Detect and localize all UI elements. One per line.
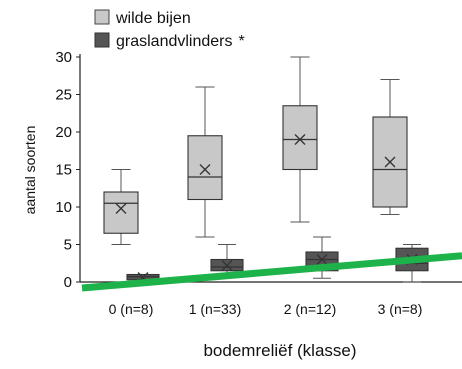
y-tick-label: 5 (64, 237, 72, 254)
mean-marker (316, 254, 328, 265)
box-wilde-bijen-2 (282, 56, 318, 223)
box-iqr (103, 191, 139, 234)
x-axis-title: bodemreliëf (klasse) (203, 341, 356, 360)
y-tick-label: 30 (55, 49, 72, 66)
box-wilde-bijen-1 (187, 86, 223, 238)
axes: 0 5 10 15 20 25 30 0 (n=8) 1 (n=33) 2 (n=12) 3 (n=… (55, 49, 462, 317)
box-graslandvlinders-1 (210, 244, 244, 275)
mean-marker (115, 203, 127, 214)
mean-marker (199, 164, 211, 175)
x-tick-label: 3 (n=8) (378, 301, 423, 317)
box-iqr (282, 105, 318, 171)
x-tick-label: 0 (n=8) (109, 301, 154, 317)
box-iqr (187, 135, 223, 201)
x-tick-label: 2 (n=12) (284, 301, 337, 317)
box-wilde-bijen-3 (372, 79, 408, 215)
mean-marker (384, 156, 396, 168)
significance-star: * (239, 33, 245, 50)
x-tick-label: 1 (n=33) (189, 301, 242, 317)
legend-label-wilde-bijen: wilde bijen (115, 10, 191, 27)
legend-label-graslandvlinders-text: graslandvlinders (116, 33, 233, 50)
trend-line (81, 252, 462, 292)
legend: wilde bijen graslandvlinders * (94, 9, 245, 50)
mean-marker (221, 260, 233, 271)
box-plots (103, 56, 429, 283)
y-tick-label: 10 (55, 199, 72, 216)
y-tick-label: 15 (55, 162, 72, 179)
trend-layer (81, 252, 462, 292)
y-tick-label: 0 (64, 274, 72, 291)
legend-label-graslandvlinders: graslandvlinders * (116, 33, 245, 50)
y-axis-title: aantal soorten (22, 126, 38, 215)
legend-swatch-wilde-bijen (94, 9, 110, 25)
box-wilde-bijen-0 (103, 169, 139, 245)
y-tick-label: 25 (55, 87, 72, 104)
legend-swatch-graslandvlinders (94, 32, 110, 48)
mean-marker (294, 134, 306, 145)
y-tick-label: 20 (55, 124, 72, 141)
